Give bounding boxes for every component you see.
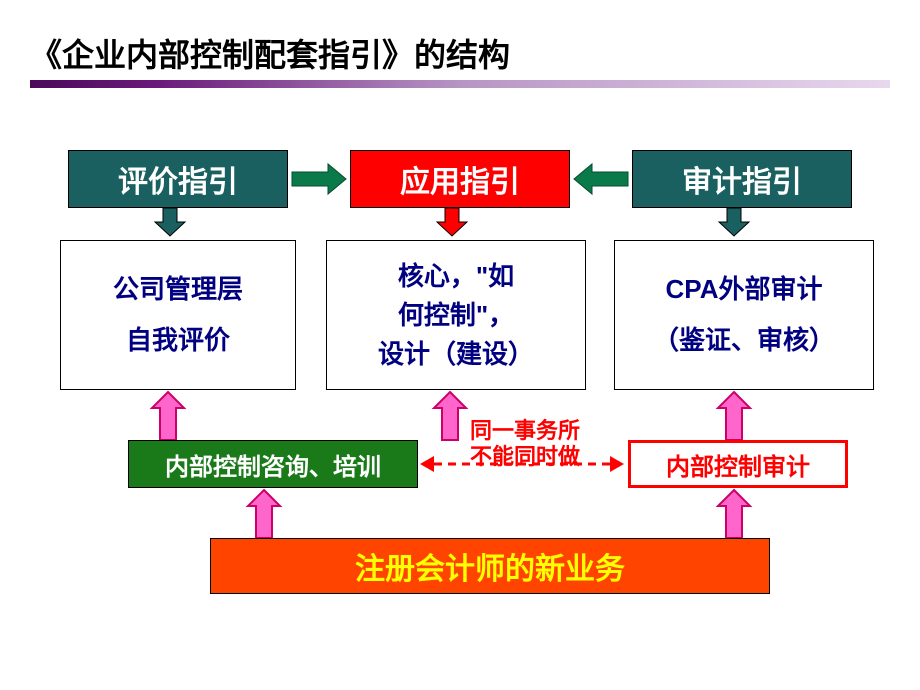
top-box-1: 应用指引: [350, 150, 570, 208]
top-box-2: 审计指引: [632, 150, 852, 208]
mid-box-0: 内部控制咨询、培训: [128, 440, 418, 488]
desc-box-1: 核心，"如何控制"，设计（建设）: [326, 240, 586, 390]
note-text: 同一事务所不能同时做: [470, 418, 580, 471]
title-underline: [30, 80, 890, 88]
bottom-box: 注册会计师的新业务: [210, 538, 770, 594]
desc-box-2: CPA外部审计 （鉴证、审核）: [614, 240, 874, 390]
mid-box-1: 内部控制审计: [628, 440, 848, 488]
top-box-0: 评价指引: [68, 150, 288, 208]
page-title: 《企业内部控制配套指引》的结构: [30, 30, 510, 76]
desc-box-0: 公司管理层 自我评价: [60, 240, 296, 390]
